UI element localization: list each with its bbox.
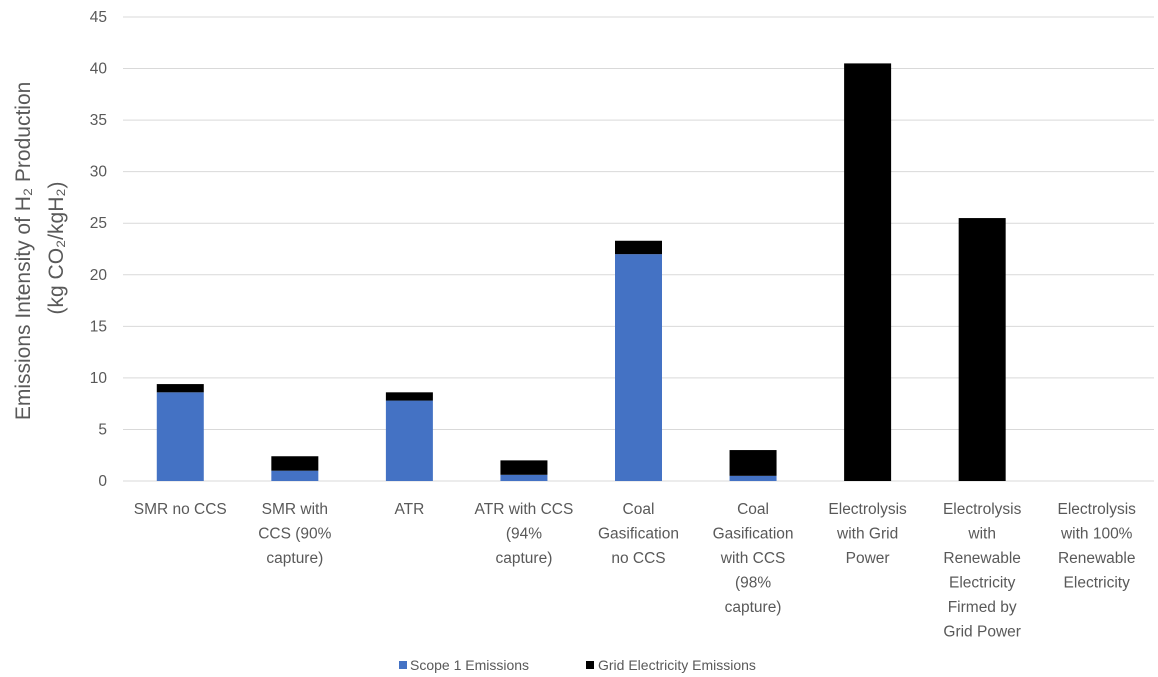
bar-segment-scope1 <box>385 400 433 481</box>
legend-swatch <box>399 661 407 669</box>
x-axis-category-labels: SMR no CCS SMR with CCS (90% capture) ATR ATR… <box>134 501 1136 641</box>
x-category-label: ATR <box>394 501 424 518</box>
y-tick-label: 45 <box>90 9 107 26</box>
y-tick-label: 5 <box>98 421 107 438</box>
bar-segment-grid-electricity <box>271 456 319 471</box>
x-category-label: Coal Gasification no CCS <box>598 501 679 567</box>
bar-segment-scope1 <box>500 474 548 481</box>
y-tick-label: 35 <box>90 112 107 129</box>
bar-segment-scope1 <box>156 392 204 481</box>
y-tick-label: 25 <box>90 215 107 232</box>
x-category-label: Coal Gasification with CCS (98% capture) <box>713 501 794 616</box>
y-axis-title: Emissions Intensity of H₂ Production (kg… <box>12 76 68 420</box>
bar-segment-grid-electricity <box>156 384 204 393</box>
bars <box>156 63 1006 482</box>
legend-swatch <box>586 661 594 669</box>
x-category-label: Electrolysis with Renewable Electricity Firm… <box>943 501 1022 641</box>
y-tick-label: 15 <box>90 318 107 335</box>
bar-segment-grid-electricity <box>385 392 433 401</box>
y-axis-title-line2: (kg CO₂/kgH₂) <box>45 182 68 315</box>
x-category-label: SMR no CCS <box>134 501 227 518</box>
bar-segment-scope1 <box>271 470 319 481</box>
bar-segment-grid-electricity <box>958 218 1006 482</box>
legend-label: Grid Electricity Emissions <box>598 657 756 673</box>
bar-segment-grid-electricity <box>844 63 892 482</box>
y-axis-title-line1: Emissions Intensity of H₂ Production <box>12 82 35 420</box>
y-tick-label: 30 <box>90 164 108 181</box>
y-tick-label: 10 <box>90 370 108 387</box>
y-tick-label: 20 <box>90 267 108 284</box>
x-category-label: SMR with CCS (90% capture) <box>258 501 331 567</box>
y-tick-label: 0 <box>98 473 107 490</box>
bar-segment-scope1 <box>729 475 777 481</box>
y-axis-tick-labels: 0 5 10 15 20 25 30 35 40 45 <box>90 9 108 490</box>
y-tick-label: 40 <box>90 61 108 78</box>
x-category-label: ATR with CCS (94% capture) <box>475 501 574 567</box>
bar-segment-grid-electricity <box>615 240 662 255</box>
bar-segment-grid-electricity <box>729 450 777 476</box>
x-category-label: Electrolysis with Grid Power <box>828 501 907 567</box>
x-category-label: Electrolysis with 100% Renewable Electricit… <box>1058 501 1137 592</box>
legend-label: Scope 1 Emissions <box>410 657 529 673</box>
bar-segment-grid-electricity <box>500 460 548 475</box>
legend: Scope 1 Emissions Grid Electricity Emissi… <box>399 657 756 673</box>
bar-segment-scope1 <box>615 254 662 481</box>
